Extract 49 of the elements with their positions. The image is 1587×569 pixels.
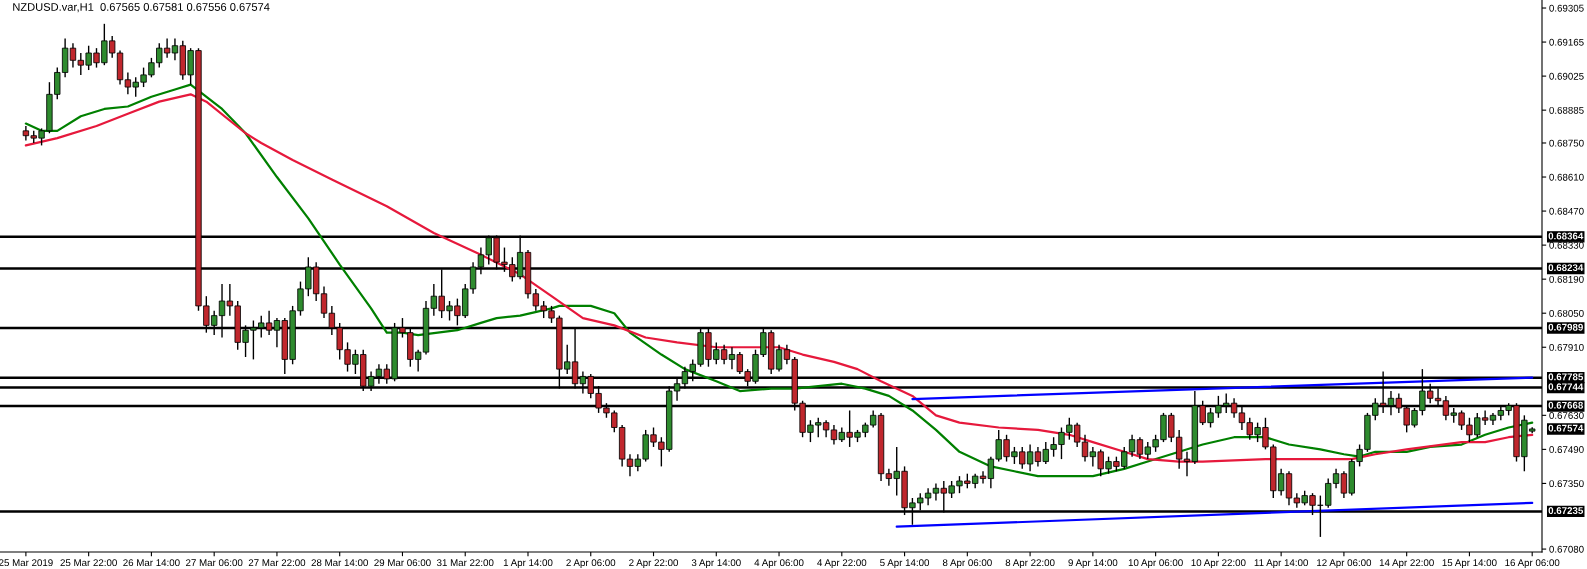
y-tick-label: 0.68470 <box>1549 207 1584 215</box>
y-tick-label: 0.69025 <box>1549 72 1584 80</box>
y-tick-label: 0.68610 <box>1549 173 1584 181</box>
y-tick-label: 0.67910 <box>1549 343 1584 351</box>
x-tick-label: 25 Mar 22:00 <box>60 559 117 567</box>
ref-line-label: 0.67235 <box>1548 507 1584 515</box>
y-tick-label: 0.68050 <box>1549 309 1584 317</box>
y-tick-label: 0.68750 <box>1549 139 1584 147</box>
x-tick-label: 25 Mar 2019 <box>0 559 53 567</box>
x-tick-label: 31 Mar 22:00 <box>436 559 494 567</box>
y-tick-label: 0.68330 <box>1549 241 1584 249</box>
y-tick-label: 0.67490 <box>1549 446 1584 453</box>
x-tick-label: 8 Apr 06:00 <box>942 559 992 569</box>
x-tick-label: 27 Mar 06:00 <box>186 559 243 567</box>
x-tick-label: 5 Apr 14:00 <box>880 559 930 569</box>
x-tick-label: 1 Apr 14:00 <box>503 559 553 569</box>
x-tick-label: 10 Apr 22:00 <box>1191 559 1246 569</box>
y-tick-label: 0.67630 <box>1549 412 1584 419</box>
x-tick-label: 16 Apr 06:00 <box>1505 559 1560 569</box>
x-tick-label: 10 Apr 06:00 <box>1128 559 1183 569</box>
x-tick-label: 8 Apr 22:00 <box>1005 559 1055 569</box>
ref-line-label: 0.67989 <box>1548 323 1583 331</box>
x-tick-label: 28 Mar 14:00 <box>311 559 368 567</box>
x-tick-label: 11 Apr 14:00 <box>1254 559 1308 569</box>
y-tick-label: 0.69305 <box>1549 4 1584 12</box>
x-tick-label: 9 Apr 14:00 <box>1068 559 1118 569</box>
ref-line-label: 0.68364 <box>1548 232 1584 240</box>
text: 0.67574 <box>1548 424 1584 432</box>
x-tick-label: 2 Apr 22:00 <box>629 559 678 569</box>
ref-line-label: 0.67785 <box>1548 373 1584 381</box>
chart-title: NZDUSD.var,H1 0.67565 0.67581 0.67556 0.67574 <box>13 3 270 13</box>
ref-line-label: 0.67744 <box>1548 383 1584 391</box>
x-tick-label: 2 Apr 06:00 <box>566 559 616 569</box>
x-tick-label: 27 Mar 22:00 <box>248 559 306 567</box>
x-tick-label: 3 Apr 14:00 <box>691 559 741 569</box>
x-tick-label: 12 Apr 06:00 <box>1317 559 1372 569</box>
x-tick-label: 14 Apr 22:00 <box>1379 559 1434 569</box>
y-tick-label: 0.68885 <box>1549 106 1584 114</box>
y-tick-label: 0.68190 <box>1549 275 1584 283</box>
x-tick-label: 29 Mar 06:00 <box>374 559 431 567</box>
y-tick-label: 0.69165 <box>1549 38 1584 46</box>
x-tick-label: 4 Apr 22:00 <box>817 559 867 569</box>
x-tick-label: 15 Apr 14:00 <box>1442 559 1497 569</box>
ref-line-label: 0.68234 <box>1548 264 1584 272</box>
x-tick-label: 4 Apr 06:00 <box>754 559 804 569</box>
y-tick-label: 0.67350 <box>1549 480 1584 488</box>
x-tick-label: 26 Mar 14:00 <box>123 559 180 567</box>
ref-line-label: 0.67668 <box>1548 401 1584 409</box>
y-tick-label: 0.67080 <box>1549 545 1584 553</box>
